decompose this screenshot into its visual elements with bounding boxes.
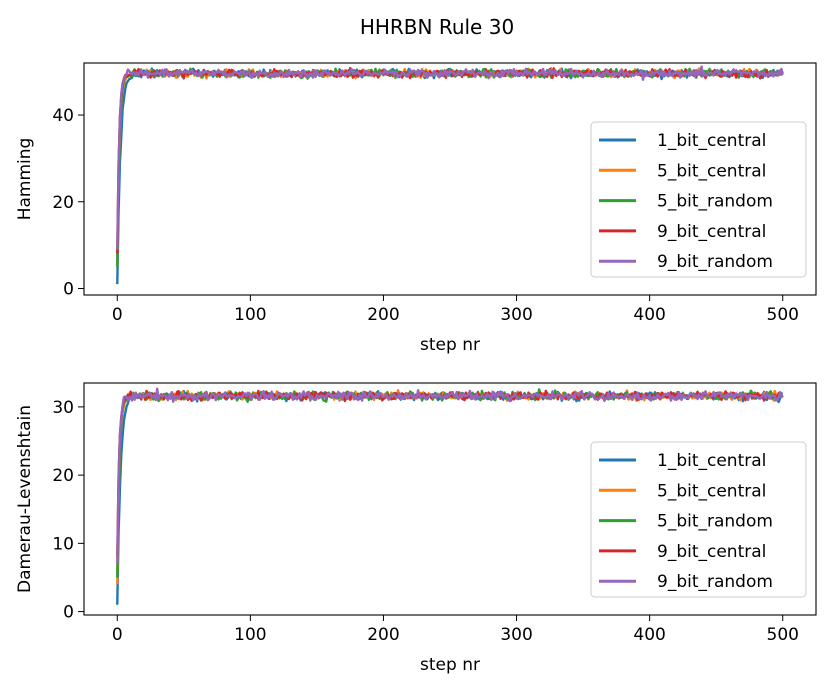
axes-frame	[83, 382, 817, 616]
y-tick-label: 40	[52, 106, 74, 126]
y-tick-label: 0	[63, 603, 74, 623]
x-tick-label: 0	[112, 305, 123, 325]
legend-label-5_bit_central: 5_bit_central	[657, 481, 766, 501]
legend-label-1_bit_central: 1_bit_central	[657, 451, 766, 471]
y-tick-label: 30	[52, 398, 74, 418]
legend-label-9_bit_random: 9_bit_random	[657, 252, 773, 272]
x-axis-label: step nr	[420, 655, 480, 675]
y-axis-label: Hamming	[15, 138, 35, 221]
x-tick-label: 100	[234, 305, 266, 325]
x-tick-label: 100	[234, 625, 266, 645]
x-tick-label: 500	[767, 625, 799, 645]
x-tick-label: 200	[367, 625, 399, 645]
legend-label-9_bit_random: 9_bit_random	[657, 572, 773, 592]
x-tick-label: 0	[112, 625, 123, 645]
x-tick-label: 300	[500, 625, 532, 645]
x-tick-label: 500	[767, 305, 799, 325]
x-tick-label: 400	[633, 625, 665, 645]
figure-title: HHRBN Rule 30	[360, 15, 514, 39]
legend-label-9_bit_central: 9_bit_central	[657, 542, 766, 562]
x-tick-label: 200	[367, 305, 399, 325]
x-axis-label: step nr	[420, 335, 480, 355]
legend-label-5_bit_central: 5_bit_central	[657, 161, 766, 181]
y-tick-label: 20	[52, 466, 74, 486]
legend-label-9_bit_central: 9_bit_central	[657, 222, 766, 242]
x-tick-label: 400	[633, 305, 665, 325]
series-line-9_bit_random	[116, 387, 784, 564]
legend-label-5_bit_random: 5_bit_random	[657, 192, 773, 212]
y-tick-label: 10	[52, 534, 74, 554]
series-line-9_bit_random	[116, 65, 784, 250]
legend-label-5_bit_random: 5_bit_random	[657, 512, 773, 532]
axes-frame	[83, 62, 817, 296]
legend-box	[590, 441, 807, 598]
x-tick-label: 300	[500, 305, 532, 325]
legend-box	[590, 121, 807, 278]
y-tick-label: 20	[52, 193, 74, 213]
damerau-levenshtain-chart: 0 100 200 300 400 500 0 10 20 30 step nr Damerau-Le…	[15, 382, 817, 675]
y-axis-label: Damerau-Levenshtain	[15, 405, 35, 593]
hamming-chart: 0 100 200 300 400 500 0 20 40 step nr Hamming 1_bit…	[15, 62, 817, 355]
legend-label-1_bit_central: 1_bit_central	[657, 131, 766, 151]
y-tick-label: 0	[63, 279, 74, 299]
